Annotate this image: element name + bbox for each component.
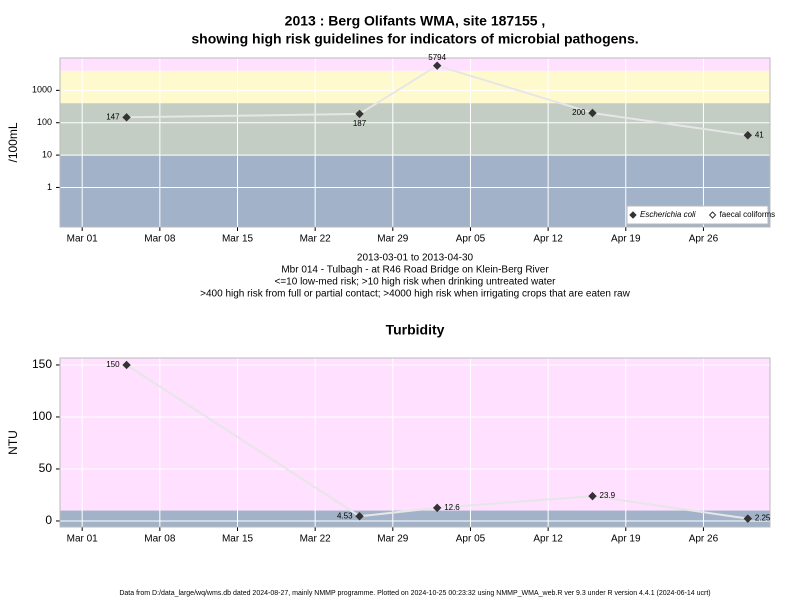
data-label: 187 bbox=[353, 119, 367, 128]
data-point bbox=[432, 503, 442, 513]
data-label: 23.9 bbox=[600, 491, 616, 500]
data-point bbox=[588, 108, 597, 118]
chart-title: Turbidity bbox=[386, 322, 445, 338]
caption: 2013-03-01 to 2013-04-30 bbox=[357, 253, 474, 264]
risk-band bbox=[60, 103, 770, 156]
x-tick-label: Mar 22 bbox=[300, 534, 332, 545]
data-point bbox=[355, 109, 364, 119]
legend-marker bbox=[629, 211, 637, 219]
data-point bbox=[432, 61, 442, 70]
x-tick-label: Apr 26 bbox=[689, 234, 719, 245]
data-point bbox=[743, 131, 753, 140]
x-tick-label: Mar 08 bbox=[144, 534, 176, 545]
data-point bbox=[355, 512, 364, 521]
x-tick-label: Apr 26 bbox=[689, 534, 719, 545]
plot-frame bbox=[59, 57, 771, 228]
risk-band bbox=[60, 70, 770, 104]
y-tick-label: 1 bbox=[47, 182, 52, 192]
x-tick-label: Apr 12 bbox=[533, 534, 563, 545]
x-tick-label: Apr 05 bbox=[456, 234, 486, 245]
x-tick-label: Apr 19 bbox=[611, 534, 641, 545]
data-label: 12.6 bbox=[444, 503, 460, 512]
y-axis-label: /100mL bbox=[6, 122, 20, 162]
data-label: 147 bbox=[106, 112, 120, 121]
y-tick-label: 100 bbox=[37, 117, 52, 127]
y-tick-label: 0 bbox=[45, 513, 52, 527]
caption: Mbr 014 - Tulbagh - at R46 Road Bridge o… bbox=[281, 265, 549, 276]
x-tick-label: Mar 08 bbox=[144, 234, 176, 245]
x-tick-label: Mar 22 bbox=[300, 234, 332, 245]
y-axis-label: NTU bbox=[6, 430, 20, 455]
data-label: 150 bbox=[106, 360, 120, 369]
risk-band bbox=[60, 510, 770, 527]
y-tick-label: 100 bbox=[32, 409, 52, 423]
plot-frame bbox=[59, 357, 771, 528]
data-label: 2.25 bbox=[755, 514, 771, 523]
data-label: 4.53 bbox=[337, 511, 353, 520]
x-tick-label: Mar 29 bbox=[377, 534, 409, 545]
x-tick-label: Apr 05 bbox=[456, 534, 486, 545]
x-tick-label: Mar 01 bbox=[67, 534, 99, 545]
x-tick-label: Apr 12 bbox=[533, 234, 563, 245]
y-tick-label: 50 bbox=[39, 461, 53, 475]
y-tick-label: 1000 bbox=[32, 85, 52, 95]
legend-label: faecal coliforms bbox=[720, 210, 776, 219]
legend-label: Escherichia coli bbox=[640, 210, 696, 219]
x-tick-label: Mar 01 bbox=[67, 234, 99, 245]
chart-title: 2013 : Berg Olifants WMA, site 187155 , bbox=[285, 13, 546, 29]
data-point bbox=[122, 113, 131, 122]
data-label: 5794 bbox=[428, 53, 446, 62]
x-tick-label: Mar 15 bbox=[222, 534, 254, 545]
y-tick-label: 150 bbox=[32, 357, 52, 371]
caption: >400 high risk from full or partial cont… bbox=[200, 289, 630, 300]
legend-box bbox=[626, 205, 769, 225]
data-label: 200 bbox=[572, 108, 586, 117]
legend-marker bbox=[708, 211, 717, 219]
data-point bbox=[743, 514, 753, 523]
risk-band bbox=[60, 358, 770, 511]
x-tick-label: Mar 29 bbox=[377, 234, 409, 245]
data-label: 41 bbox=[755, 130, 764, 139]
data-point bbox=[588, 491, 597, 501]
x-tick-label: Apr 19 bbox=[611, 234, 641, 245]
y-tick-label: 10 bbox=[42, 149, 52, 159]
data-point bbox=[122, 360, 131, 370]
caption: <=10 low-med risk; >10 high risk when dr… bbox=[275, 277, 557, 288]
footer: Data from D:/data_large/wq/wms.db dated … bbox=[119, 590, 710, 597]
x-tick-label: Mar 15 bbox=[222, 234, 254, 245]
chart-title: showing high risk guidelines for indicat… bbox=[191, 31, 638, 47]
risk-band bbox=[60, 58, 770, 71]
